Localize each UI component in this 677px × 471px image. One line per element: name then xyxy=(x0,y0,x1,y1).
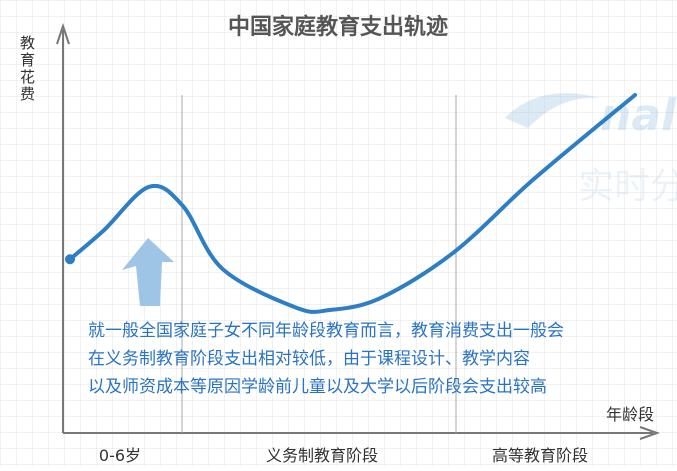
series-start-point xyxy=(65,254,75,265)
y-axis-label-char: 费 xyxy=(20,85,35,103)
x-axis-label: 年龄段 xyxy=(606,405,654,424)
watermark-logo-swoosh xyxy=(505,93,600,128)
y-axis-arrowhead xyxy=(56,22,70,45)
annotation-text: 就一般全国家庭子女不同年龄段教育而言，教育消费支出一般会 在义务制教育阶段支出相… xyxy=(88,321,569,397)
stage-label-higher: 高等教育阶段 xyxy=(492,446,588,465)
stage-label-preschool: 0-6岁 xyxy=(99,446,141,465)
chart-title: 中国家庭教育支出轨迹 xyxy=(228,14,448,40)
watermark-sub: 实时分 xyxy=(578,166,677,207)
y-axis-label-char: 教 xyxy=(20,34,35,52)
annotation-line-2: 在义务制教育阶段支出相对较低，由于课程设计、教学内容 xyxy=(88,349,530,369)
annotation-line-3: 以及师资成本等原因学龄前儿童以及大学以后阶段会支出较高 xyxy=(88,377,547,397)
annotation-line-1: 就一般全国家庭子女不同年龄段教育而言，教育消费支出一般会 xyxy=(88,321,564,341)
y-axis-label-char: 花 xyxy=(20,68,35,86)
y-axis-label-char: 育 xyxy=(20,51,35,69)
pointer-arrow xyxy=(122,238,174,306)
stage-label-compulsory: 义务制教育阶段 xyxy=(266,446,378,465)
series-line xyxy=(68,93,637,314)
x-axis-arrowhead xyxy=(639,426,661,440)
